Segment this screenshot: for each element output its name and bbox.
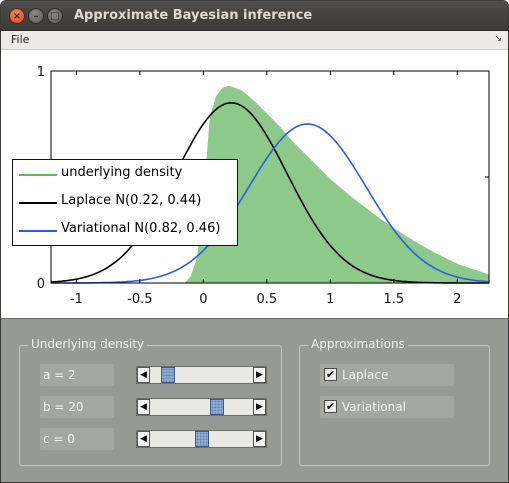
group-title-approx: Approximations xyxy=(308,337,408,351)
x-tick-label: -0.5 xyxy=(127,292,152,307)
window-title: Approximate Bayesian inference xyxy=(74,8,313,23)
param-label-c: c = 0 xyxy=(40,428,114,450)
slider-thumb[interactable] xyxy=(194,431,209,447)
slider-left-arrow-icon[interactable]: ◀ xyxy=(137,367,150,383)
menu-file[interactable]: File xyxy=(11,33,30,46)
approximations-group: Approximations ✔ Laplace ✔ Variational xyxy=(299,337,490,466)
x-tick-label: 1.5 xyxy=(383,292,404,307)
slider-track[interactable] xyxy=(151,399,252,415)
slider-thumb[interactable] xyxy=(161,367,176,383)
legend-swatch-density xyxy=(19,174,57,176)
density-area xyxy=(184,85,490,283)
legend-swatch-laplace xyxy=(19,202,57,204)
slider-b[interactable]: ◀ ▶ xyxy=(136,398,267,416)
slider-track[interactable] xyxy=(151,431,252,447)
checkbox-laplace[interactable]: ✔ Laplace xyxy=(320,364,454,386)
slider-c[interactable]: ◀ ▶ xyxy=(136,430,267,448)
legend-swatch-variational xyxy=(19,230,57,232)
param-label-a: a = 2 xyxy=(40,364,114,386)
y-tick-label: 0 xyxy=(37,277,45,292)
title-bar: × – □ Approximate Bayesian inference xyxy=(1,1,508,31)
variational-line xyxy=(51,123,490,284)
checkbox-variational-label[interactable]: Variational xyxy=(342,400,406,414)
checkbox-laplace-label[interactable]: Laplace xyxy=(342,368,389,382)
legend-label-laplace: Laplace N(0.22, 0.44) xyxy=(61,193,202,208)
x-tick-label: -1 xyxy=(70,292,83,307)
density-chart: -1 -0.5 0 0.5 1 1.5 2 0 1 xyxy=(37,65,490,307)
checkbox-variational[interactable]: ✔ Variational xyxy=(320,396,454,418)
param-label-b: b = 20 xyxy=(40,396,114,418)
menu-bar: File ↘ xyxy=(1,31,508,50)
checkbox-laplace-box[interactable]: ✔ xyxy=(324,368,337,381)
chart-legend: underlying density Laplace N(0.22, 0.44)… xyxy=(12,159,238,246)
checkbox-variational-box[interactable]: ✔ xyxy=(324,400,337,413)
slider-right-arrow-icon[interactable]: ▶ xyxy=(253,367,266,383)
x-tick-label: 1 xyxy=(326,292,334,307)
y-tick-label: 1 xyxy=(37,65,45,80)
x-tick-label: 0.5 xyxy=(256,292,277,307)
slider-left-arrow-icon[interactable]: ◀ xyxy=(137,431,150,447)
minimize-icon[interactable]: – xyxy=(28,8,44,24)
plot-area: -1 -0.5 0 0.5 1 1.5 2 0 1 underlying density Lap… xyxy=(1,50,508,318)
underlying-density-group: Underlying density a = 2 ◀ ▶ b = 20 ◀ ▶ … xyxy=(19,337,282,466)
slider-right-arrow-icon[interactable]: ▶ xyxy=(253,431,266,447)
legend-item-variational: Variational N(0.82, 0.46) xyxy=(13,218,237,240)
legend-item-density: underlying density xyxy=(13,162,237,184)
slider-thumb[interactable] xyxy=(210,399,225,415)
group-title-density: Underlying density xyxy=(28,337,148,351)
legend-label-density: underlying density xyxy=(61,165,183,180)
laplace-line xyxy=(50,101,489,284)
slider-left-arrow-icon[interactable]: ◀ xyxy=(137,399,150,415)
chevron-down-icon[interactable]: ↘ xyxy=(494,34,502,44)
maximize-icon[interactable]: □ xyxy=(47,8,63,24)
x-tick-label: 0 xyxy=(199,292,207,307)
slider-right-arrow-icon[interactable]: ▶ xyxy=(253,399,266,415)
slider-a[interactable]: ◀ ▶ xyxy=(136,366,267,384)
control-panel: Underlying density a = 2 ◀ ▶ b = 20 ◀ ▶ … xyxy=(1,318,508,482)
slider-track[interactable] xyxy=(151,367,252,383)
x-tick-label: 2 xyxy=(453,292,461,307)
legend-label-variational: Variational N(0.82, 0.46) xyxy=(61,221,221,236)
close-icon[interactable]: × xyxy=(9,8,25,24)
legend-item-laplace: Laplace N(0.22, 0.44) xyxy=(13,190,237,212)
